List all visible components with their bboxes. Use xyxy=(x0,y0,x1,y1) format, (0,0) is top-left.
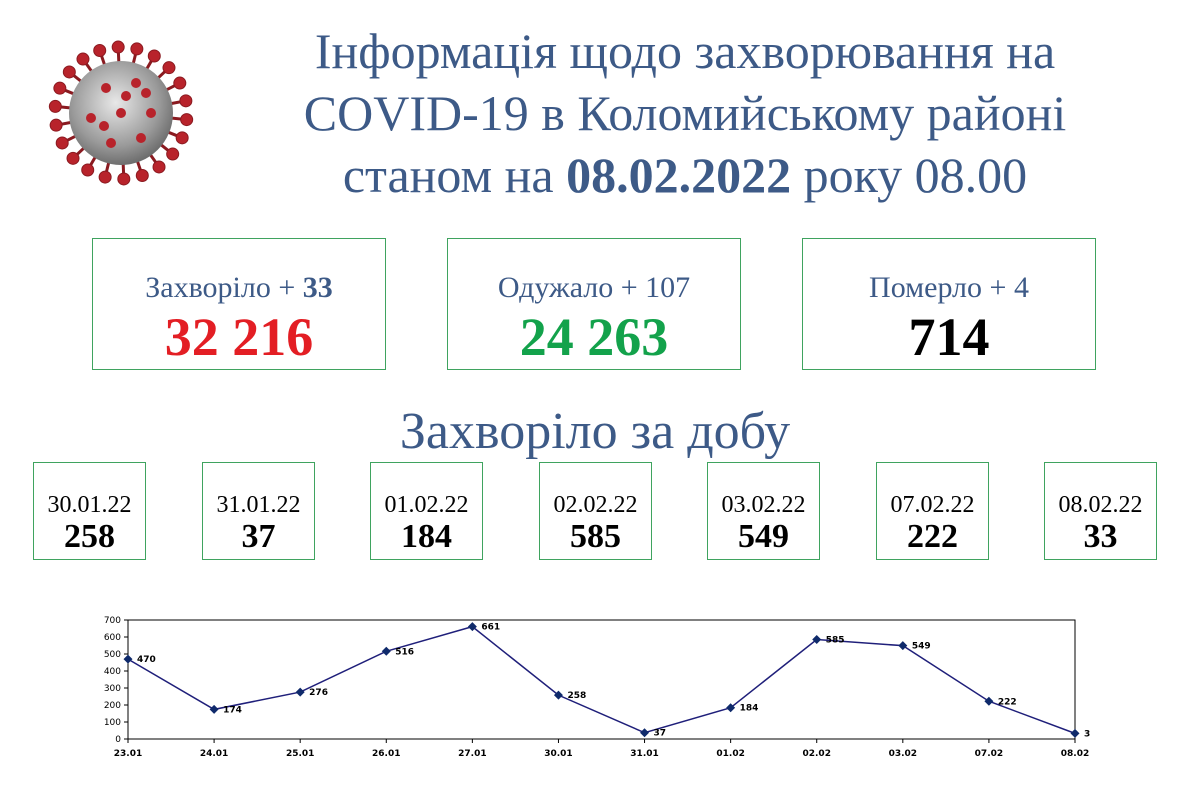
daily-value: 549 xyxy=(738,518,789,555)
title-line-3: станом на 08.02.2022 року 08.00 xyxy=(210,144,1160,206)
data-point xyxy=(381,646,391,656)
daily-date: 30.01.22 xyxy=(47,492,132,518)
data-label: 549 xyxy=(912,642,931,652)
stat-value-recovered: 24 263 xyxy=(519,307,669,367)
daily-value: 37 xyxy=(241,518,276,555)
daily-card: 01.02.22 184 xyxy=(370,462,483,560)
daily-card: 08.02.22 33 xyxy=(1044,462,1157,560)
daily-date: 31.01.22 xyxy=(216,492,301,518)
stat-card-died: Померло + 4 714 xyxy=(802,238,1096,370)
stat-label-text: Захворіло + xyxy=(145,271,303,304)
x-tick-label: 30.01 xyxy=(544,749,572,759)
daily-value: 184 xyxy=(401,518,452,555)
daily-card: 30.01.22 258 xyxy=(33,462,146,560)
title-date: 08.02.2022 xyxy=(566,147,792,203)
stat-label-text: Одужало + xyxy=(497,271,646,304)
daily-value: 222 xyxy=(907,518,958,555)
daily-date: 08.02.22 xyxy=(1058,492,1143,518)
x-tick-label: 31.01 xyxy=(630,749,658,759)
title-suffix: року 08.00 xyxy=(791,147,1028,203)
x-tick-label: 23.01 xyxy=(114,749,142,759)
daily-card: 07.02.22 222 xyxy=(876,462,989,560)
daily-cases-line-chart: 0 100 200 300 400 500 600 700 23.01 24.01 25.01 26.… xyxy=(104,616,1090,759)
daily-date: 02.02.22 xyxy=(553,492,638,518)
stat-delta: 33 xyxy=(302,271,333,304)
daily-date: 07.02.22 xyxy=(890,492,975,518)
x-tick-label: 02.02 xyxy=(802,749,830,759)
stat-card-recovered: Одужало + 107 24 263 xyxy=(447,238,741,370)
y-tick-label: 600 xyxy=(104,633,121,643)
data-point xyxy=(1070,728,1080,738)
y-tick-label: 400 xyxy=(104,667,121,677)
daily-value: 33 xyxy=(1083,518,1118,555)
y-tick-label: 200 xyxy=(104,701,121,711)
data-point xyxy=(640,728,650,738)
daily-card: 31.01.22 37 xyxy=(202,462,315,560)
series-line xyxy=(127,625,1076,735)
daily-card: 03.02.22 549 xyxy=(707,462,820,560)
stat-label-sick: Захворіло + 33 xyxy=(93,271,385,305)
stat-value-sick: 32 216 xyxy=(164,307,314,367)
data-point xyxy=(726,703,736,713)
daily-value: 585 xyxy=(570,518,621,555)
data-label: 661 xyxy=(481,623,500,633)
data-label: 33 xyxy=(1084,729,1090,739)
data-label: 184 xyxy=(740,704,759,714)
data-label: 585 xyxy=(826,636,845,646)
y-tick-label: 100 xyxy=(104,718,121,728)
title-line-2: COVID-19 в Коломийському районі xyxy=(303,85,1067,141)
coronavirus-icon xyxy=(48,40,194,186)
data-point xyxy=(295,687,305,697)
x-tick-label: 07.02 xyxy=(975,749,1003,759)
data-label: 276 xyxy=(309,688,328,698)
y-tick-label: 700 xyxy=(104,616,121,626)
data-label: 470 xyxy=(137,655,156,665)
data-label: 258 xyxy=(567,691,586,701)
plot-area-border xyxy=(127,619,1076,740)
daily-date: 01.02.22 xyxy=(384,492,469,518)
stat-delta: 4 xyxy=(1013,271,1029,304)
data-point xyxy=(209,704,219,714)
data-point xyxy=(553,690,563,700)
data-point xyxy=(898,641,908,651)
page-title: Інформація щодо захворювання на COVID-19… xyxy=(210,20,1160,206)
stat-value-died: 714 xyxy=(908,307,990,367)
x-tick-label: 24.01 xyxy=(200,749,228,759)
title-prefix: станом на xyxy=(342,147,567,203)
stat-card-sick: Захворіло + 33 32 216 xyxy=(92,238,386,370)
x-tick-label: 25.01 xyxy=(286,749,314,759)
data-point xyxy=(812,635,822,645)
stat-delta: 107 xyxy=(645,271,691,304)
data-point xyxy=(467,622,477,632)
data-point xyxy=(123,654,133,664)
x-tick-label: 01.02 xyxy=(716,749,744,759)
y-tick-label: 0 xyxy=(115,735,121,745)
y-tick-label: 500 xyxy=(104,650,121,660)
data-label: 37 xyxy=(654,729,667,739)
stat-label-recovered: Одужало + 107 xyxy=(448,271,740,305)
daily-section-title: Захворіло за добу xyxy=(399,403,791,460)
x-tick-label: 26.01 xyxy=(372,749,400,759)
stat-label-died: Померло + 4 xyxy=(803,271,1095,305)
x-tick-label: 03.02 xyxy=(889,749,917,759)
stat-label-text: Померло + xyxy=(869,271,1014,304)
data-point xyxy=(984,696,994,706)
x-tick-label: 27.01 xyxy=(458,749,486,759)
data-label: 174 xyxy=(223,705,242,715)
daily-value: 258 xyxy=(64,518,115,555)
data-label: 222 xyxy=(998,697,1017,707)
y-tick-label: 300 xyxy=(104,684,121,694)
daily-date: 03.02.22 xyxy=(721,492,806,518)
data-label: 516 xyxy=(395,647,414,657)
x-tick-label: 08.02 xyxy=(1061,749,1089,759)
title-line-1: Інформація щодо захворювання на xyxy=(314,23,1056,79)
daily-card: 02.02.22 585 xyxy=(539,462,652,560)
